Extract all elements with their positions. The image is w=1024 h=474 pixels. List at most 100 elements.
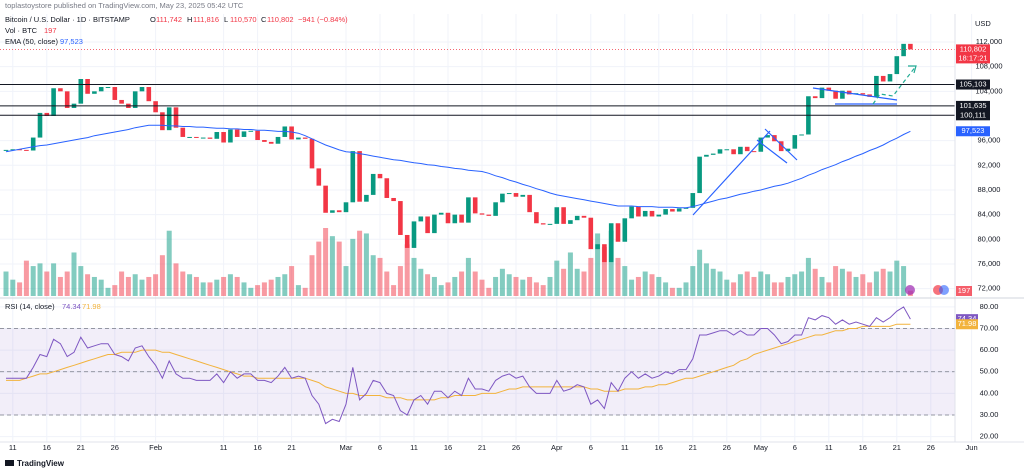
candle-body	[58, 88, 63, 92]
volume-bar	[255, 285, 261, 296]
candle-body	[166, 107, 172, 131]
x-tick-label: 16	[444, 443, 452, 452]
brand: TradingView	[5, 459, 65, 468]
candle-body	[520, 194, 526, 197]
volume-bar	[357, 230, 363, 296]
y-tick-label: 76,000	[978, 259, 1001, 268]
volume-bar	[703, 263, 709, 296]
rsi-name: RSI (14, close)	[5, 302, 55, 311]
volume-bar	[180, 271, 186, 296]
x-tick-label: 6	[793, 443, 797, 452]
candle-body	[3, 149, 9, 151]
volume-bar	[153, 274, 159, 296]
x-tick-label: 26	[927, 443, 935, 452]
candle-body	[221, 132, 226, 143]
candle-body	[744, 146, 750, 152]
candle-body	[30, 137, 36, 151]
ohlc-key: H	[187, 15, 192, 24]
volume-bar	[765, 274, 771, 296]
candle-body	[683, 207, 689, 209]
x-tick-label: 21	[287, 443, 295, 452]
candle-body	[51, 88, 56, 116]
volume-bar	[465, 257, 471, 296]
volume-bar	[234, 276, 240, 296]
x-tick-label: 26	[512, 443, 520, 452]
candle-body	[622, 218, 628, 242]
volume-bar	[588, 257, 594, 296]
volume-bar	[812, 268, 818, 296]
volume-bar	[887, 271, 893, 296]
volume-bar	[826, 282, 832, 296]
volume-bar	[44, 271, 50, 296]
candle-body	[343, 202, 349, 213]
event-icon	[939, 285, 949, 295]
level-badge	[956, 110, 990, 121]
volume-bar	[159, 255, 165, 296]
x-tick-label: 26	[111, 443, 119, 452]
rsi-tick-label: 70.00	[980, 324, 999, 333]
volume-bar	[316, 241, 322, 296]
candle-body	[411, 221, 417, 248]
candle-body	[486, 214, 492, 216]
volume-bar	[819, 276, 825, 296]
volume-bar	[119, 271, 125, 296]
x-tick-label: 6	[589, 443, 593, 452]
candle-body	[785, 148, 791, 152]
rsi-line	[6, 306, 911, 425]
volume-bar	[363, 233, 369, 296]
rsi-ma-line	[6, 323, 911, 401]
candle-body	[262, 140, 267, 142]
candle-body	[425, 216, 430, 234]
candle-body	[676, 208, 682, 212]
volume-bar	[71, 252, 77, 296]
volume-bar	[57, 276, 63, 296]
candle-body	[323, 185, 328, 213]
candle-body	[418, 216, 424, 222]
brand-logo	[5, 460, 14, 466]
rsi-tick-label: 60.00	[980, 345, 999, 354]
volume-bar	[547, 276, 553, 296]
candle-body	[146, 87, 152, 102]
candle-body	[887, 74, 893, 82]
candle-body	[826, 87, 832, 91]
change: −941 (−0.84%)	[298, 15, 348, 24]
x-tick-label: 11	[825, 443, 833, 452]
volume-bar	[302, 287, 308, 296]
candle-body	[608, 223, 614, 263]
candle-body	[880, 75, 886, 82]
y-tick-label: 104,000	[975, 86, 1002, 95]
volume-bar	[323, 228, 329, 296]
candle-body	[180, 127, 186, 137]
candle-body	[595, 244, 600, 250]
volume-bar	[343, 266, 349, 296]
volume-bar	[724, 279, 730, 296]
y-tick-label: 112,000	[976, 37, 1003, 46]
candle-body	[377, 173, 383, 179]
candle-body	[255, 130, 260, 141]
volume-bar	[425, 274, 431, 296]
volume-bar	[622, 266, 628, 296]
y-tick-label: 80,000	[978, 234, 1001, 243]
volume-bar	[581, 271, 587, 296]
volume-bar	[867, 282, 873, 296]
y-tick-label: 96,000	[978, 136, 1001, 145]
volume-bar	[452, 276, 458, 296]
ohlc-value: 110,570	[230, 15, 257, 24]
volume-layer	[3, 228, 913, 296]
volume-bar	[411, 257, 417, 296]
volume-bar	[554, 260, 560, 296]
candle-body	[710, 153, 716, 155]
candle-body	[792, 135, 798, 149]
volume-bar	[459, 271, 465, 296]
volume-badge	[956, 286, 972, 296]
volume-bar	[744, 271, 750, 296]
grid	[0, 14, 973, 442]
candle-body	[187, 136, 192, 138]
y-tick-label: 72,000	[978, 284, 1001, 293]
volume-bar	[853, 276, 859, 296]
candle-body	[37, 112, 43, 138]
candle-body	[10, 149, 16, 151]
volume-bar	[846, 271, 852, 296]
volume-bar	[601, 247, 607, 296]
candle-body	[364, 194, 369, 202]
